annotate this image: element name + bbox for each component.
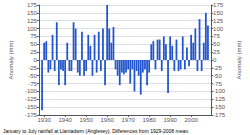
- svg-text:75: 75: [30, 33, 37, 39]
- svg-text:-50: -50: [28, 73, 37, 79]
- svg-text:0: 0: [213, 57, 217, 63]
- svg-text:-25: -25: [213, 65, 222, 71]
- svg-text:2000: 2000: [184, 117, 198, 123]
- svg-text:-100: -100: [213, 88, 226, 94]
- svg-text:1960: 1960: [100, 117, 114, 123]
- svg-text:0: 0: [34, 57, 38, 63]
- svg-text:Anomaly (mm): Anomaly (mm): [8, 40, 14, 79]
- svg-text:-50: -50: [213, 73, 222, 79]
- svg-text:January to July rainfall at Ll: January to July rainfall at Llantadwrn (…: [3, 128, 189, 134]
- svg-text:-125: -125: [25, 96, 38, 102]
- svg-text:-175: -175: [25, 112, 38, 118]
- svg-text:1970: 1970: [121, 117, 135, 123]
- svg-text:Anomaly (mm): Anomaly (mm): [236, 40, 242, 79]
- svg-text:125: 125: [27, 18, 38, 24]
- svg-text:50: 50: [30, 41, 37, 47]
- svg-text:175: 175: [27, 2, 38, 8]
- svg-text:-150: -150: [213, 104, 226, 110]
- svg-text:125: 125: [213, 18, 224, 24]
- svg-text:150: 150: [27, 10, 38, 16]
- svg-text:25: 25: [30, 49, 37, 55]
- svg-text:150: 150: [213, 10, 224, 16]
- svg-text:175: 175: [213, 2, 224, 8]
- svg-text:-175: -175: [213, 112, 226, 118]
- svg-text:25: 25: [213, 49, 220, 55]
- svg-text:1930: 1930: [37, 117, 51, 123]
- svg-text:100: 100: [213, 26, 224, 32]
- svg-text:75: 75: [213, 33, 220, 39]
- svg-text:-75: -75: [213, 81, 222, 87]
- svg-text:50: 50: [213, 41, 220, 47]
- svg-text:-150: -150: [25, 104, 38, 110]
- svg-text:-125: -125: [213, 96, 226, 102]
- svg-text:100: 100: [27, 26, 38, 32]
- svg-text:1990: 1990: [163, 117, 177, 123]
- svg-text:1980: 1980: [142, 117, 156, 123]
- svg-text:-75: -75: [28, 81, 37, 87]
- svg-text:1950: 1950: [79, 117, 93, 123]
- svg-text:-100: -100: [25, 88, 38, 94]
- svg-text:-25: -25: [28, 65, 37, 71]
- svg-text:1940: 1940: [58, 117, 72, 123]
